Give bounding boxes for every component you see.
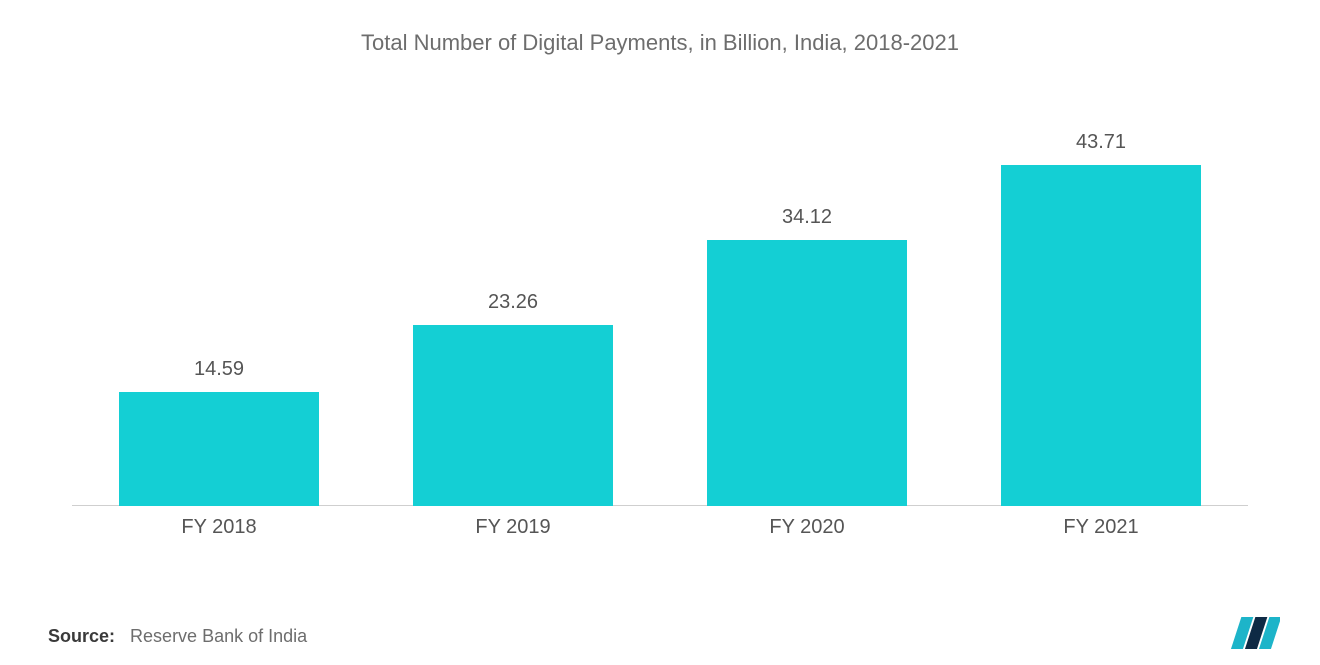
- bar: 14.59: [119, 392, 319, 506]
- x-axis-label: FY 2018: [72, 508, 366, 546]
- bar: 23.26: [413, 325, 613, 506]
- x-axis-labels: FY 2018 FY 2019 FY 2020 FY 2021: [72, 508, 1248, 546]
- x-axis-label: FY 2019: [366, 508, 660, 546]
- bar-value-label: 43.71: [1001, 131, 1201, 154]
- bar-slot: 43.71: [954, 165, 1248, 506]
- bar: 34.12: [707, 240, 907, 506]
- bar-slot: 23.26: [366, 325, 660, 506]
- bar-slot: 14.59: [72, 392, 366, 506]
- chart-container: Total Number of Digital Payments, in Bil…: [0, 0, 1320, 665]
- bar-slot: 34.12: [660, 240, 954, 506]
- chart-title: Total Number of Digital Payments, in Bil…: [48, 30, 1272, 56]
- brand-logo-icon: [1224, 615, 1280, 651]
- bar-value-label: 34.12: [707, 206, 907, 229]
- x-axis-label: FY 2021: [954, 508, 1248, 546]
- source-attribution: Source: Reserve Bank of India: [48, 626, 307, 647]
- plot-area: 14.59 23.26 34.12 43.71 FY 2018 FY: [72, 116, 1248, 546]
- bar-value-label: 14.59: [119, 358, 319, 381]
- source-label: Source:: [48, 626, 115, 646]
- x-axis-label: FY 2020: [660, 508, 954, 546]
- bars-row: 14.59 23.26 34.12 43.71: [72, 116, 1248, 506]
- bar-value-label: 23.26: [413, 291, 613, 314]
- bar: 43.71: [1001, 165, 1201, 506]
- source-text: Reserve Bank of India: [130, 626, 307, 646]
